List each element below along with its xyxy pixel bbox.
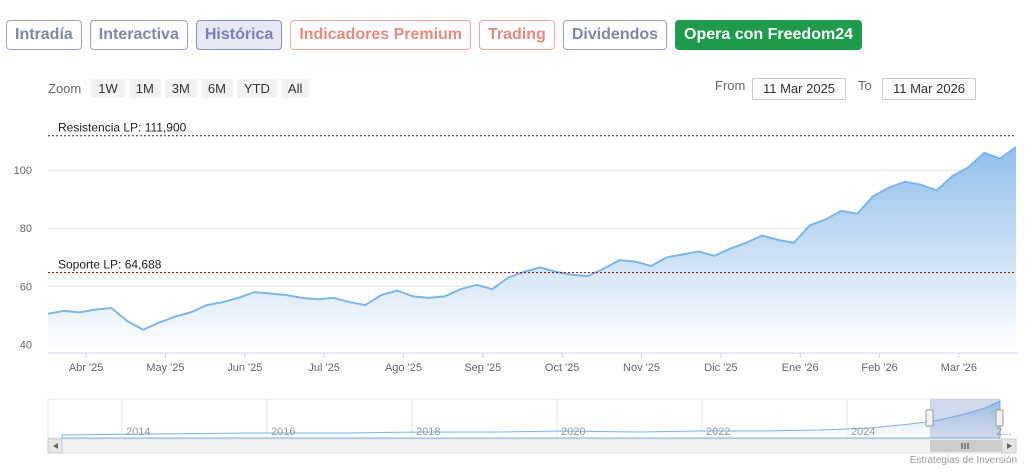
zoom-button-ytd[interactable]: YTD (236, 79, 277, 98)
tab-interactiva[interactable]: Interactiva (89, 20, 188, 50)
price-area (48, 147, 1016, 353)
to-label: To (858, 78, 872, 93)
navigator-year-label: 2018 (416, 426, 440, 438)
navigator-year-label: 2022 (706, 426, 730, 438)
zoom-label: Zoom (48, 81, 82, 96)
credits-label: Estrategias de Inversión (909, 455, 1017, 466)
zoom-controls: Zoom 1W 1M 3M 6M YTD All (48, 79, 310, 98)
zoom-button-1w[interactable]: 1W (91, 79, 125, 98)
price-line (47, 146, 1017, 331)
navigator-year-label: 2016 (271, 426, 295, 438)
navigator-area (61, 400, 1001, 439)
annotation-label: Resistencia LP: 111,900 (58, 121, 187, 135)
x-tick-label: Nov '25 (623, 362, 660, 374)
zoom-button-all[interactable]: All (280, 79, 310, 98)
x-tick-label: Mar '26 (941, 362, 977, 374)
y-tick-label: 60 (20, 281, 32, 293)
x-tick-label: Oct '25 (545, 362, 580, 374)
tab-bar: Intradía Interactiva Histórica Indicadores … (6, 20, 862, 50)
y-tick-label: 80 (20, 223, 32, 235)
to-date-input[interactable]: 11 Mar 2026 (882, 78, 976, 100)
tab-opera-con-freedom24[interactable]: Opera con Freedom24 (675, 20, 862, 50)
x-tick-label: Jun '25 (227, 362, 262, 374)
x-tick-label: Ene '26 (782, 362, 819, 374)
scrollbar-thumb[interactable] (930, 440, 1002, 452)
navigator-year-label: 2014 (126, 426, 150, 438)
zoom-button-6m[interactable]: 6M (200, 79, 233, 98)
x-tick-label: Dic '25 (704, 362, 737, 374)
from-label: From (715, 78, 746, 93)
navigator-year-label: 2024 (851, 426, 875, 438)
zoom-button-1m[interactable]: 1M (128, 79, 161, 98)
navigator-right-handle[interactable] (995, 409, 1004, 427)
navigator-left-handle[interactable] (925, 409, 934, 427)
from-date-input[interactable]: 11 Mar 2025 (752, 78, 846, 100)
navigator: 2014 2016 2018 2020 2022 2024 2... (47, 398, 1011, 439)
grip-icon (961, 443, 969, 449)
scrollbar-track (47, 438, 1017, 454)
x-tick-label: May '25 (146, 362, 184, 374)
x-tick-label: Ago '25 (385, 362, 422, 374)
navigator-selection (930, 399, 1000, 438)
scrollbar[interactable] (47, 438, 1017, 454)
y-tick-label: 100 (14, 165, 32, 177)
y-axis-labels: 40 60 80 100 (14, 165, 32, 351)
annotation-label: Soporte LP: 64,688 (58, 258, 162, 272)
x-axis-labels: Abr '25 May '25 Jun '25 Jul '25 Ago '25 Sep '… (69, 353, 977, 374)
x-tick-label: Abr '25 (69, 362, 104, 374)
annotations: Resistencia LP: 111,900 Soporte LP: 64,68… (48, 121, 1016, 274)
arrow-right-icon (1007, 443, 1012, 449)
x-tick-label: Jul '25 (308, 362, 339, 374)
navigator-year-labels: 2014 2016 2018 2020 2022 2024 2... (126, 426, 1011, 438)
y-tick-label: 40 (20, 339, 32, 351)
navigator-year-label: 2... (996, 426, 1011, 438)
tab-trading[interactable]: Trading (479, 20, 555, 50)
navigator-year-label: 2020 (561, 426, 585, 438)
tab-hist-rica[interactable]: Histórica (195, 20, 283, 50)
tab-intrad-a[interactable]: Intradía (6, 20, 82, 50)
x-tick-label: Sep '25 (464, 362, 501, 374)
arrow-left-icon (53, 443, 58, 449)
tab-dividendos[interactable]: Dividendos (562, 20, 668, 50)
x-tick-label: Feb '26 (861, 362, 897, 374)
tab-indicadores-premium[interactable]: Indicadores Premium (290, 20, 472, 50)
zoom-button-3m[interactable]: 3M (164, 79, 197, 98)
